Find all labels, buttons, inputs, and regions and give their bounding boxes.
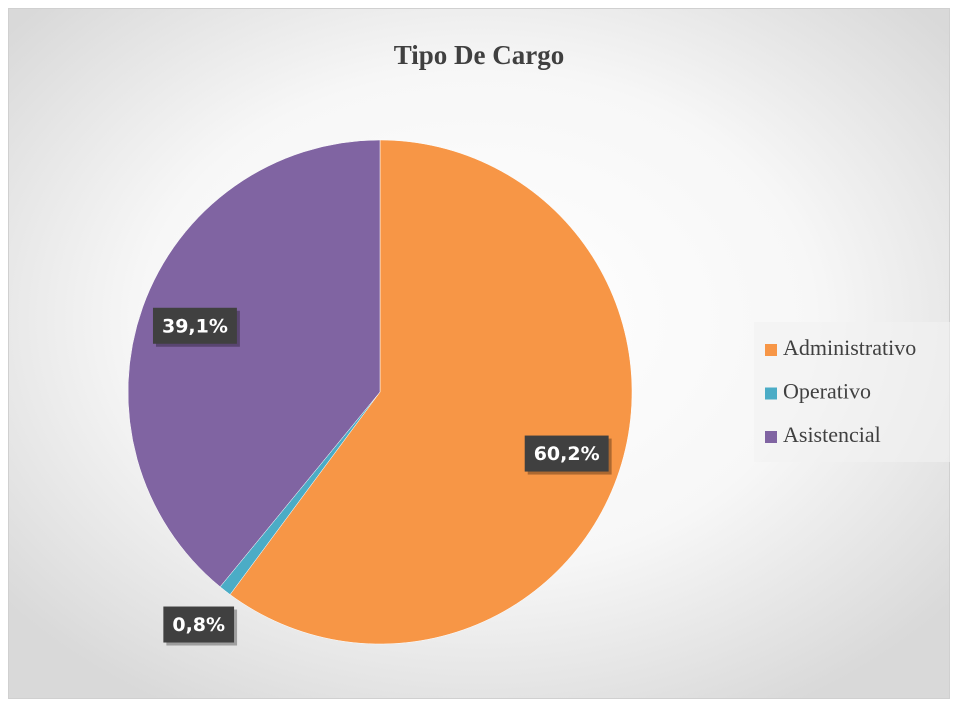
legend-swatch (765, 344, 777, 356)
legend-label: Administrativo (783, 335, 916, 360)
chart-title: Tipo De Cargo (394, 40, 565, 70)
data-label: 60,2% (524, 435, 612, 475)
legend-label: Operativo (783, 379, 871, 404)
data-label-text: 60,2% (534, 443, 600, 465)
legend-label: Asistencial (783, 422, 881, 447)
data-label: 39,1% (152, 307, 240, 347)
data-label-text: 0,8% (172, 614, 225, 636)
data-label-text: 39,1% (162, 315, 228, 337)
data-label-box (163, 606, 235, 643)
data-label: 0,8% (163, 606, 238, 646)
data-label-box (152, 307, 237, 344)
legend-box (754, 322, 950, 462)
pie-slice (229, 139, 633, 645)
pie-slice (127, 139, 381, 588)
legend-swatch (765, 431, 777, 443)
data-label-box (524, 435, 609, 472)
legend-swatch (765, 387, 777, 400)
